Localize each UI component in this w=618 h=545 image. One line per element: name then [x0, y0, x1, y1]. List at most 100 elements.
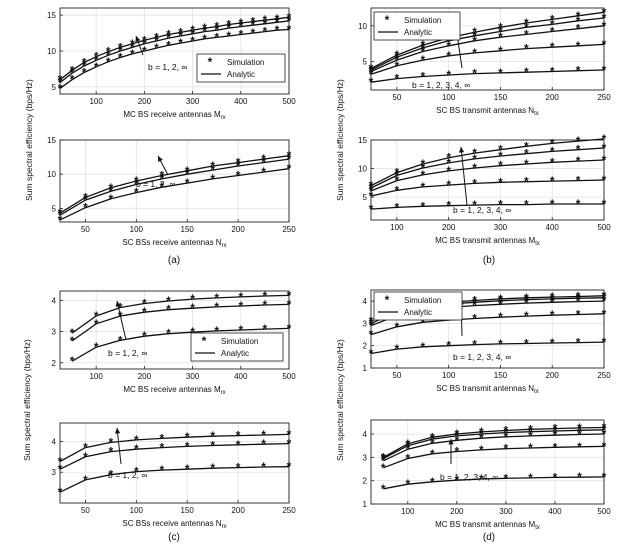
data-point: *: [381, 482, 386, 496]
data-point: *: [524, 16, 529, 30]
series-line: [71, 327, 290, 362]
series-line: [383, 476, 605, 490]
data-point: *: [154, 30, 159, 44]
data-point: *: [576, 22, 581, 36]
data-point: *: [395, 50, 400, 64]
panel-caption: (a): [168, 255, 180, 266]
data-point: *: [236, 159, 241, 173]
data-point: *: [446, 156, 451, 170]
data-point: *: [498, 25, 503, 39]
legend-box: [190, 332, 284, 362]
y-tick-label: 5: [52, 83, 57, 92]
x-tick-label: 500: [282, 97, 296, 106]
data-point: *: [106, 55, 111, 69]
data-point: *: [190, 27, 195, 41]
series-b=1: * * * * * * * * * *: [369, 197, 607, 216]
x-tick-label: 150: [181, 506, 195, 515]
annotation-label: b = 1, 2, ∞: [108, 470, 147, 480]
data-point: *: [550, 136, 555, 150]
series-line: [59, 28, 290, 89]
data-point: *: [430, 475, 435, 489]
data-point: *: [263, 298, 268, 312]
data-point: *: [524, 293, 529, 307]
data-point: *: [58, 81, 63, 95]
data-point: *: [550, 292, 555, 306]
data-point: *: [214, 291, 219, 305]
data-point: *: [498, 30, 503, 44]
x-tick-label: 250: [597, 93, 611, 102]
x-tick-label: 250: [282, 225, 296, 234]
data-point: *: [263, 13, 268, 27]
data-point: *: [261, 428, 266, 442]
data-point: *: [550, 25, 555, 39]
legend-label-analytic: Analytic: [404, 308, 432, 317]
y-tick-label: 5: [52, 204, 57, 213]
x-tick-label: 300: [494, 223, 508, 232]
data-point: *: [261, 156, 266, 170]
data-point: *: [576, 9, 581, 23]
data-point: *: [602, 5, 607, 19]
data-point: *: [369, 64, 374, 78]
legend: * Simulation Analytic: [196, 53, 286, 83]
data-point: *: [420, 199, 425, 213]
series-b=inf: *** * * * * * * * * * * * * * * * * *: [58, 10, 292, 86]
y-tick-label: 3: [363, 453, 368, 462]
y-tick-label: 4: [363, 430, 368, 439]
data-point: *: [58, 454, 63, 468]
data-point: *: [275, 23, 280, 37]
data-point: *: [236, 156, 241, 170]
y-tick-label: 15: [47, 11, 56, 20]
data-point: *: [602, 197, 607, 211]
series-b=1: *** * * * * * * * * * * * * * * * * *: [58, 23, 292, 96]
x-tick-label: 50: [392, 93, 401, 102]
data-point: *: [576, 64, 581, 78]
data-point: *: [602, 420, 607, 434]
data-point: *: [498, 292, 503, 306]
data-point: *: [446, 39, 451, 53]
series-line: [370, 179, 605, 197]
data-point: *: [498, 149, 503, 163]
data-point: *: [106, 45, 111, 59]
data-point: *: [602, 307, 607, 321]
data-point: *: [395, 183, 400, 197]
data-point: *: [109, 184, 114, 198]
data-point: *: [602, 141, 607, 155]
data-point: *: [185, 462, 190, 476]
data-point: *: [446, 199, 451, 213]
data-point: *: [178, 36, 183, 50]
data-point: *: [185, 430, 190, 444]
data-point: *: [287, 297, 292, 311]
data-point: *: [550, 295, 555, 309]
x-tick-label: 200: [231, 225, 245, 234]
data-point: *: [577, 427, 582, 441]
data-point: *: [395, 72, 400, 86]
x-tick-label: 250: [282, 506, 296, 515]
data-point: *: [369, 181, 374, 195]
data-point: *: [504, 471, 509, 485]
data-point: *: [287, 437, 292, 451]
annotation-label: b = 1, 2, 3, 4, ∞: [453, 352, 511, 362]
data-point: *: [602, 173, 607, 187]
data-point: *: [166, 294, 171, 308]
annotation-label: b = 1, 2, ∞: [136, 179, 175, 189]
data-point: *: [261, 437, 266, 451]
data-point: *: [94, 60, 99, 74]
x-axis-label: SC BSs receive antennas Nrx: [122, 238, 226, 249]
data-point: *: [58, 76, 63, 90]
series-line: [370, 147, 605, 189]
y-tick-label: 1: [363, 364, 368, 373]
data-point: *: [251, 15, 256, 29]
data-point: *: [106, 48, 111, 62]
x-tick-label: 300: [186, 372, 200, 381]
x-tick-label: 150: [494, 93, 508, 102]
data-point: *: [214, 30, 219, 44]
data-point: *: [455, 427, 460, 441]
series-line: [383, 445, 605, 469]
data-point: *: [70, 354, 75, 368]
panel-b2: 100 200 300 400 500 5 10 15 MC BS transmit anten…: [358, 132, 611, 247]
data-point: *: [446, 34, 451, 48]
data-point: *: [498, 337, 503, 351]
series-line: [59, 433, 290, 463]
annotation-arrowhead: [448, 439, 454, 445]
y-tick-label: 10: [47, 47, 56, 56]
